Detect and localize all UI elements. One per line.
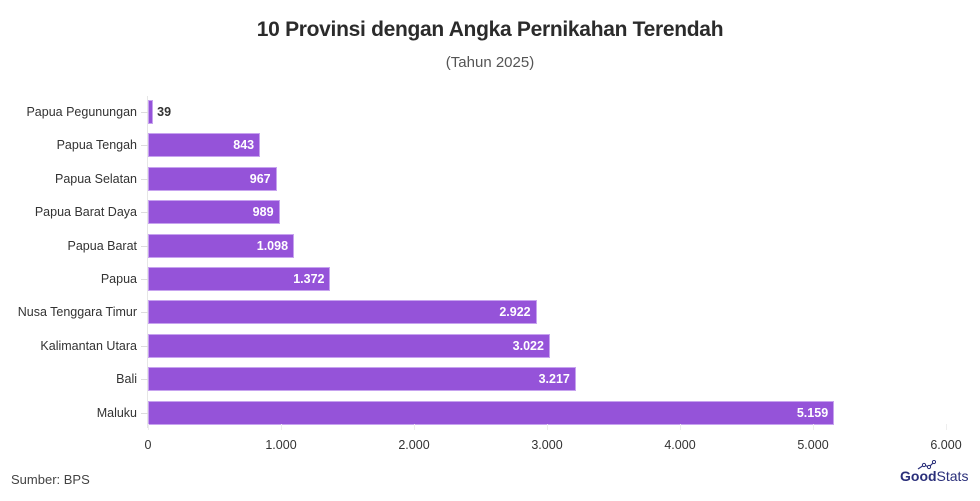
- bar: 989: [148, 200, 280, 224]
- value-label: 39: [157, 105, 172, 119]
- category-label: Nusa Tenggara Timur: [17, 305, 137, 319]
- value-label: 1.098: [256, 239, 289, 253]
- category-label: Kalimantan Utara: [40, 339, 137, 353]
- source-note: Sumber: BPS: [11, 472, 90, 487]
- bar: 5.159: [148, 401, 835, 425]
- x-grid-tick: [547, 424, 548, 430]
- y-tick-mark: [141, 212, 148, 213]
- bar: 1.098: [148, 234, 295, 258]
- x-grid-tick: [281, 424, 282, 430]
- bar: 3.022: [148, 334, 550, 358]
- y-tick-mark: [141, 112, 148, 113]
- goodstats-logo: GoodStats: [900, 460, 969, 484]
- chart-subtitle: (Tahun 2025): [445, 54, 535, 71]
- bar: 2.922: [148, 300, 537, 324]
- value-label: 3.217: [538, 372, 570, 386]
- x-tick-label: 0: [144, 438, 152, 452]
- x-grid-tick: [414, 424, 415, 430]
- bar: [148, 100, 154, 124]
- category-label: Papua Tengah: [56, 138, 137, 152]
- y-tick-mark: [141, 145, 148, 146]
- value-label: 3.022: [512, 339, 544, 353]
- x-tick-label: 2.000: [398, 438, 430, 452]
- x-tick-label: 4.000: [664, 438, 696, 452]
- y-tick-mark: [141, 312, 148, 313]
- logo-light: Stats: [936, 468, 969, 484]
- x-tick-label: 6.000: [930, 438, 962, 452]
- category-label: Papua Barat Daya: [34, 205, 137, 219]
- x-tick-label: 1.000: [265, 438, 297, 452]
- y-axis-line: [147, 96, 148, 428]
- chart-title: 10 Provinsi dengan Angka Pernikahan Tere…: [256, 18, 724, 41]
- x-tick-label: 3.000: [531, 438, 563, 452]
- bar: 967: [148, 167, 277, 191]
- y-tick-mark: [141, 346, 148, 347]
- category-label: Maluku: [96, 406, 137, 420]
- y-tick-mark: [141, 246, 148, 247]
- x-grid-tick: [148, 424, 149, 430]
- bar: 1.372: [148, 267, 331, 291]
- y-tick-mark: [141, 379, 148, 380]
- value-label: 967: [249, 172, 271, 186]
- logo-bold: Good: [900, 468, 937, 484]
- chart-line-icon: [917, 460, 936, 470]
- value-label: 989: [252, 205, 274, 219]
- category-label: Papua Selatan: [54, 172, 137, 186]
- x-grid-tick: [680, 424, 681, 430]
- y-tick-mark: [141, 179, 148, 180]
- bar: 843: [148, 133, 261, 157]
- category-label: Papua Pegunungan: [26, 105, 137, 119]
- x-tick-label: 5.000: [797, 438, 829, 452]
- value-label: 843: [233, 138, 255, 152]
- x-grid-tick: [946, 424, 947, 430]
- x-grid-tick: [813, 424, 814, 430]
- category-label: Papua: [100, 272, 137, 286]
- value-label: 5.159: [796, 406, 829, 420]
- value-label: 2.922: [499, 305, 531, 319]
- value-label: 1.372: [293, 272, 325, 286]
- y-tick-mark: [141, 279, 148, 280]
- category-label: Papua Barat: [67, 239, 138, 253]
- y-tick-mark: [141, 413, 148, 414]
- bar: 3.217: [148, 367, 576, 391]
- category-label: Bali: [116, 372, 137, 386]
